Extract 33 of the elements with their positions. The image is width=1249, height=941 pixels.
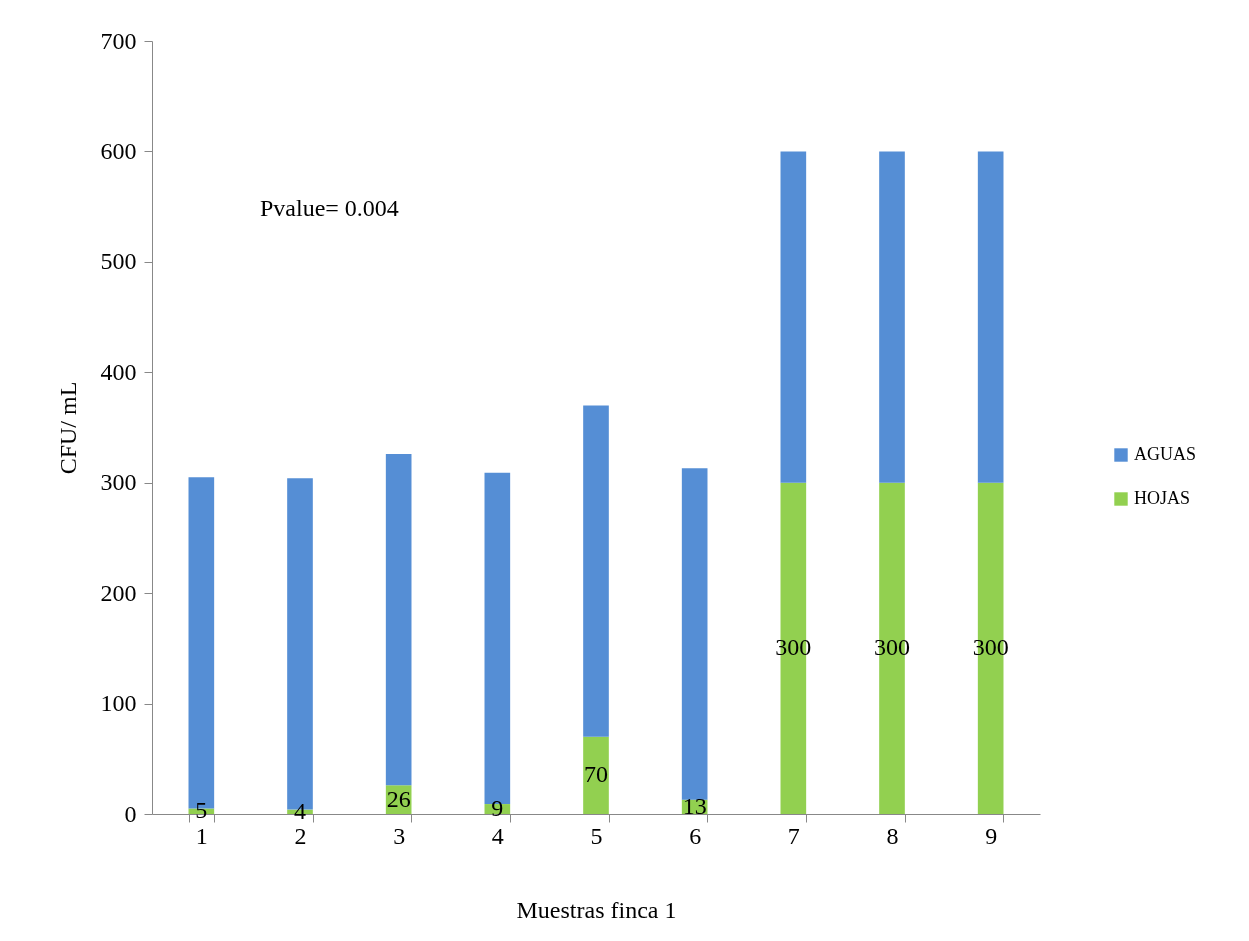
data-label: 70 bbox=[584, 761, 608, 788]
x-tick-label: 9 bbox=[985, 822, 998, 849]
x-tick-label: 7 bbox=[787, 822, 800, 849]
legend-label: AGUAS bbox=[1134, 444, 1197, 464]
x-tick-label: 8 bbox=[886, 822, 899, 849]
x-tick-label: 3 bbox=[393, 822, 406, 849]
bar bbox=[583, 736, 609, 814]
x-tick-label: 5 bbox=[590, 822, 603, 849]
y-tick-label: 400 bbox=[100, 358, 137, 385]
y-tick-label: 500 bbox=[100, 248, 137, 275]
data-label: 26 bbox=[386, 785, 411, 812]
x-tick-label: 1 bbox=[195, 822, 208, 849]
y-axis-title: CFU/ mL bbox=[54, 381, 81, 475]
bar bbox=[385, 454, 412, 786]
x-tick-label: 6 bbox=[689, 822, 702, 849]
y-tick-label: 300 bbox=[100, 469, 137, 496]
x-tick-label: 2 bbox=[294, 822, 307, 849]
y-tick-label: 700 bbox=[100, 27, 137, 54]
bar bbox=[977, 151, 1004, 483]
data-label: 5 bbox=[195, 797, 208, 824]
x-axis-title: Muestras finca 1 bbox=[516, 896, 677, 923]
y-tick-label: 600 bbox=[100, 137, 137, 164]
bar bbox=[583, 405, 609, 737]
y-tick-label: 0 bbox=[124, 800, 137, 827]
data-label: 13 bbox=[682, 792, 707, 819]
y-tick-label: 200 bbox=[100, 579, 137, 606]
bar bbox=[780, 151, 807, 483]
bar bbox=[879, 151, 905, 483]
bar bbox=[681, 468, 708, 800]
annotation: Pvalue= 0.004 bbox=[260, 195, 399, 221]
x-tick-label: 4 bbox=[491, 822, 504, 849]
y-tick-label: 100 bbox=[100, 690, 137, 717]
legend-label: HOJAS bbox=[1134, 488, 1191, 508]
